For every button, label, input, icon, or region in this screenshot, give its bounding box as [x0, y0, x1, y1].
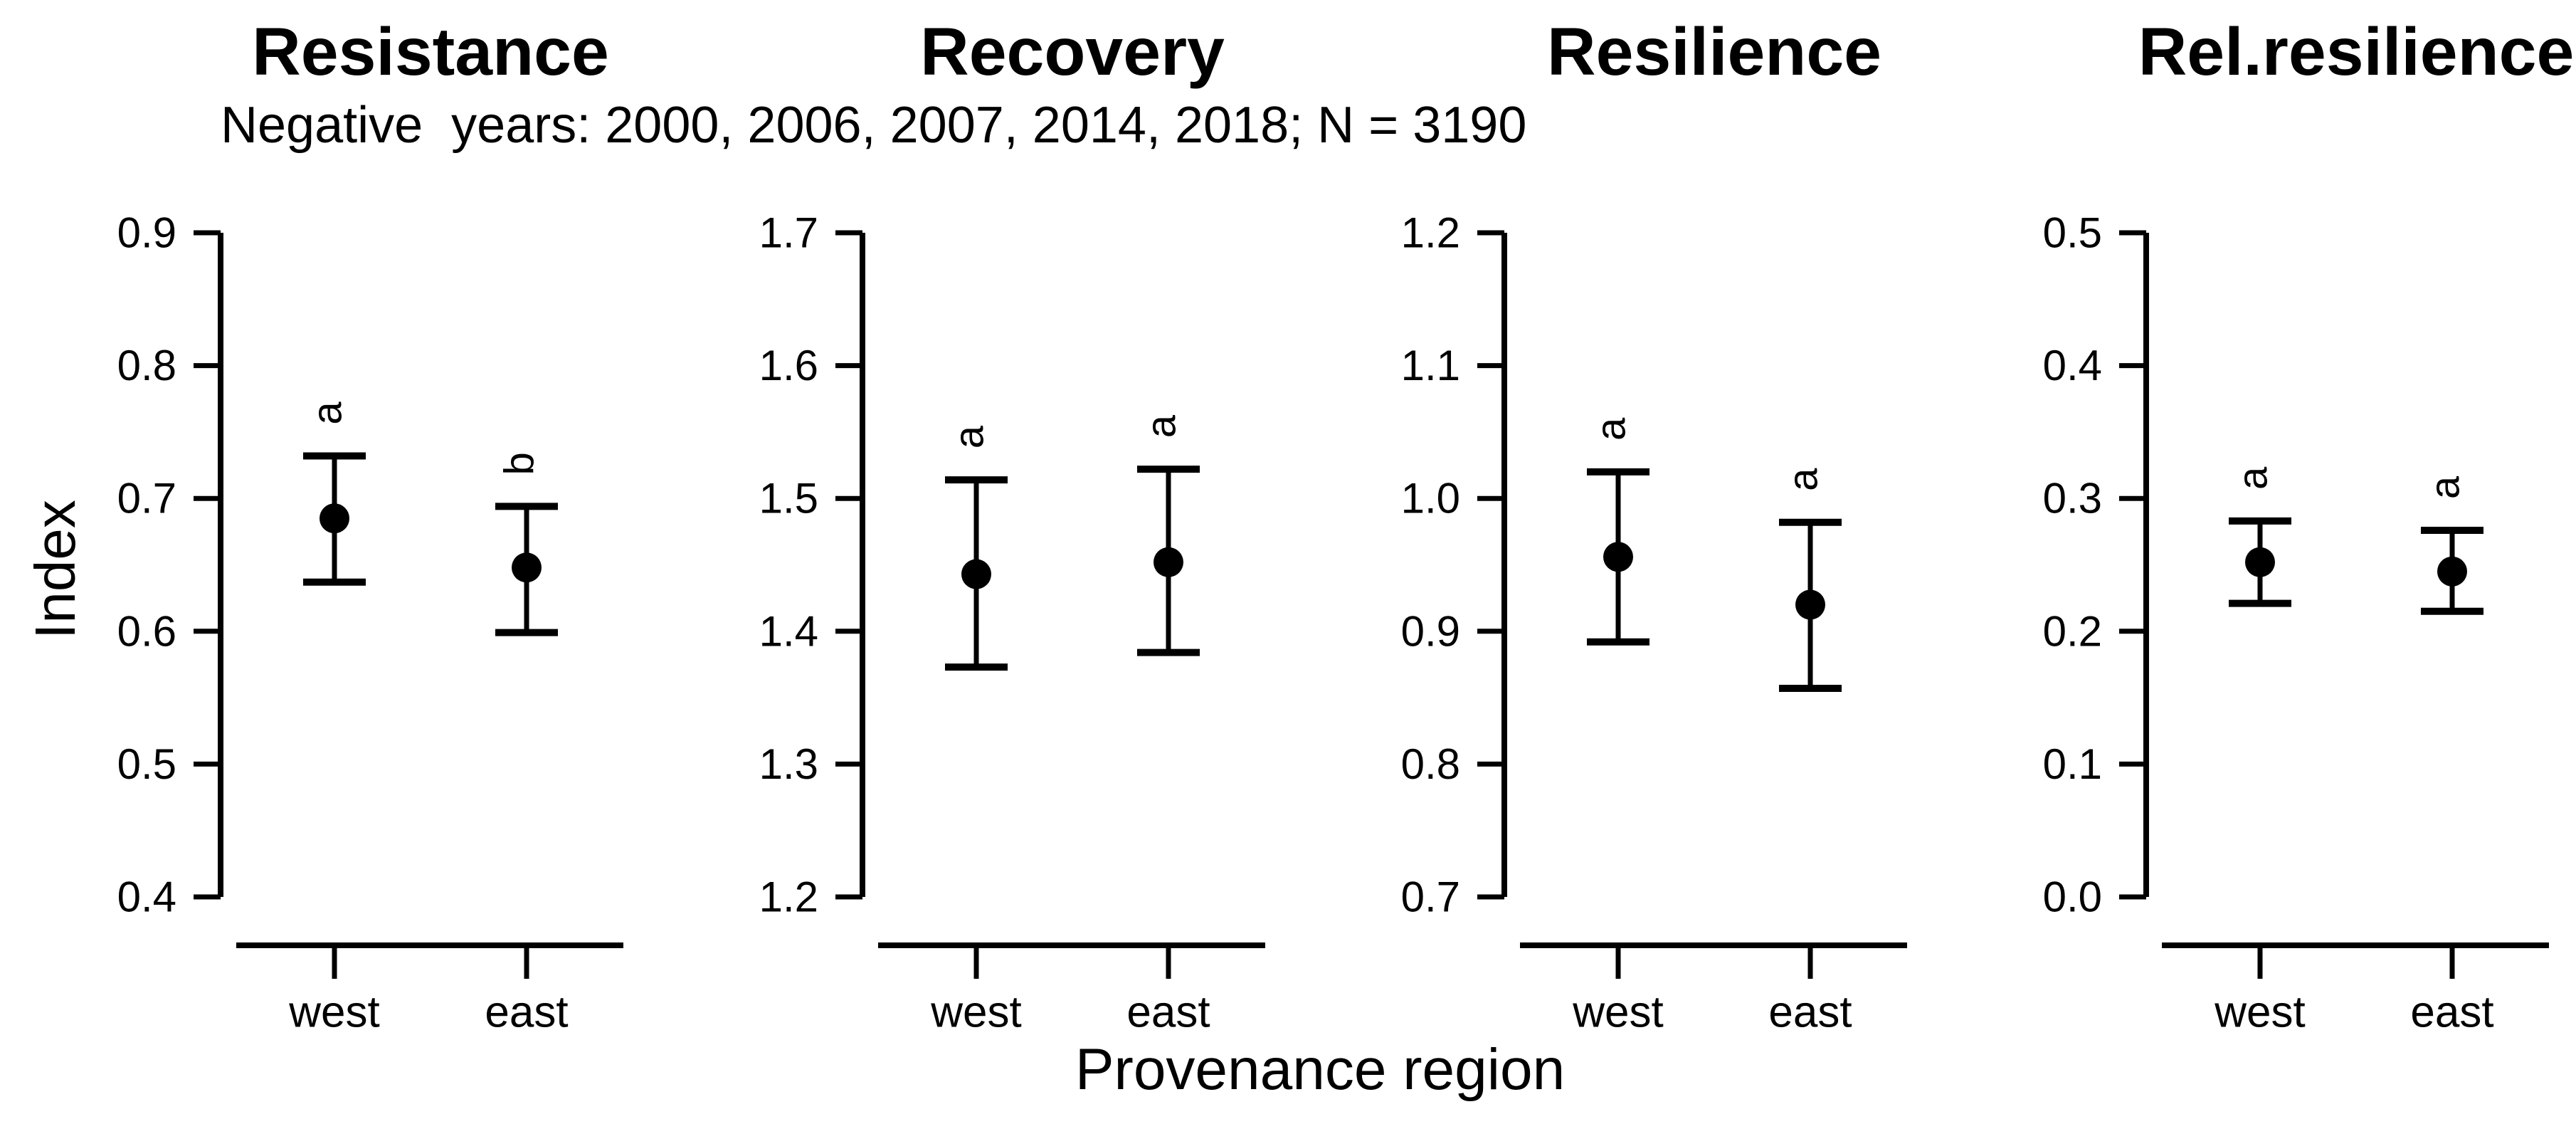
- x-category-label: east: [1768, 988, 1852, 1037]
- y-tick-label: 0.5: [117, 740, 176, 788]
- point-marker: [320, 503, 349, 534]
- y-tick-label: 1.2: [759, 873, 818, 921]
- x-axis-title: Provenance region: [1075, 1037, 1566, 1102]
- y-tick-label: 1.7: [759, 209, 818, 257]
- y-tick-label: 0.4: [2043, 342, 2102, 389]
- significance-letter: a: [946, 425, 993, 448]
- x-category-label: east: [1126, 988, 1210, 1037]
- y-tick-label: 0.7: [117, 475, 176, 522]
- point-marker: [1154, 547, 1183, 577]
- y-tick-label: 0.9: [117, 209, 176, 257]
- y-tick-label: 0.9: [1401, 607, 1460, 655]
- subtitle: Negative years: 2000, 2006, 2007, 2014, …: [221, 97, 1527, 154]
- y-tick-label: 0.8: [1401, 740, 1460, 788]
- y-tick-label: 0.1: [2043, 740, 2102, 788]
- y-tick-label: 1.5: [759, 475, 818, 522]
- y-tick-label: 1.4: [759, 607, 818, 655]
- y-tick-label: 0.8: [117, 342, 176, 389]
- point-marker: [1795, 589, 1825, 620]
- point-marker: [2437, 556, 2467, 587]
- y-tick-label: 0.2: [2043, 607, 2102, 655]
- panel-title: Rel.resilience: [2138, 14, 2575, 90]
- significance-letter: a: [305, 401, 351, 425]
- x-category-label: west: [288, 988, 379, 1037]
- significance-letter: a: [2230, 466, 2276, 490]
- panel-title: Recovery: [920, 14, 1225, 90]
- y-axis-title: Index: [23, 500, 87, 639]
- panel-rel-resilience: Rel.resilience 0.0 0.1 0.2 0.3 0.4 0.5 west east…: [2043, 14, 2575, 1037]
- x-category-label: east: [485, 988, 568, 1037]
- point-marker: [961, 559, 991, 589]
- panel-resistance: Resistance 0.4 0.5 0.6 0.7 0.8 0.9 west east a b: [117, 14, 623, 1037]
- significance-letter: a: [1780, 468, 1827, 491]
- y-tick-label: 1.0: [1401, 475, 1460, 522]
- y-tick-label: 1.1: [1401, 342, 1460, 389]
- y-tick-label: 0.0: [2043, 873, 2102, 921]
- panel-recovery: Recovery 1.2 1.3 1.4 1.5 1.6 1.7 west east a a: [759, 14, 1265, 1037]
- significance-letter: a: [2422, 476, 2469, 499]
- y-tick-label: 1.2: [1401, 209, 1460, 257]
- point-marker: [512, 552, 542, 583]
- y-tick-label: 0.4: [117, 873, 176, 921]
- y-tick-label: 0.5: [2043, 209, 2102, 257]
- panel-title: Resilience: [1547, 14, 1881, 90]
- significance-letter: b: [497, 452, 543, 475]
- point-marker: [1603, 542, 1633, 572]
- y-tick-label: 1.6: [759, 342, 818, 389]
- panel-title: Resistance: [252, 14, 609, 90]
- x-category-label: west: [930, 988, 1021, 1037]
- significance-letter: a: [1588, 417, 1635, 441]
- y-tick-label: 1.3: [759, 740, 818, 788]
- x-category-label: east: [2410, 988, 2493, 1037]
- panel-resilience: Resilience 0.7 0.8 0.9 1.0 1.1 1.2 west east a a: [1401, 14, 1907, 1037]
- y-tick-label: 0.7: [1401, 873, 1460, 921]
- x-category-label: west: [2214, 988, 2305, 1037]
- y-tick-label: 0.6: [117, 607, 176, 655]
- y-tick-label: 0.3: [2043, 475, 2102, 522]
- significance-letter: a: [1139, 414, 1185, 438]
- point-marker: [2245, 547, 2275, 577]
- x-category-label: west: [1572, 988, 1663, 1037]
